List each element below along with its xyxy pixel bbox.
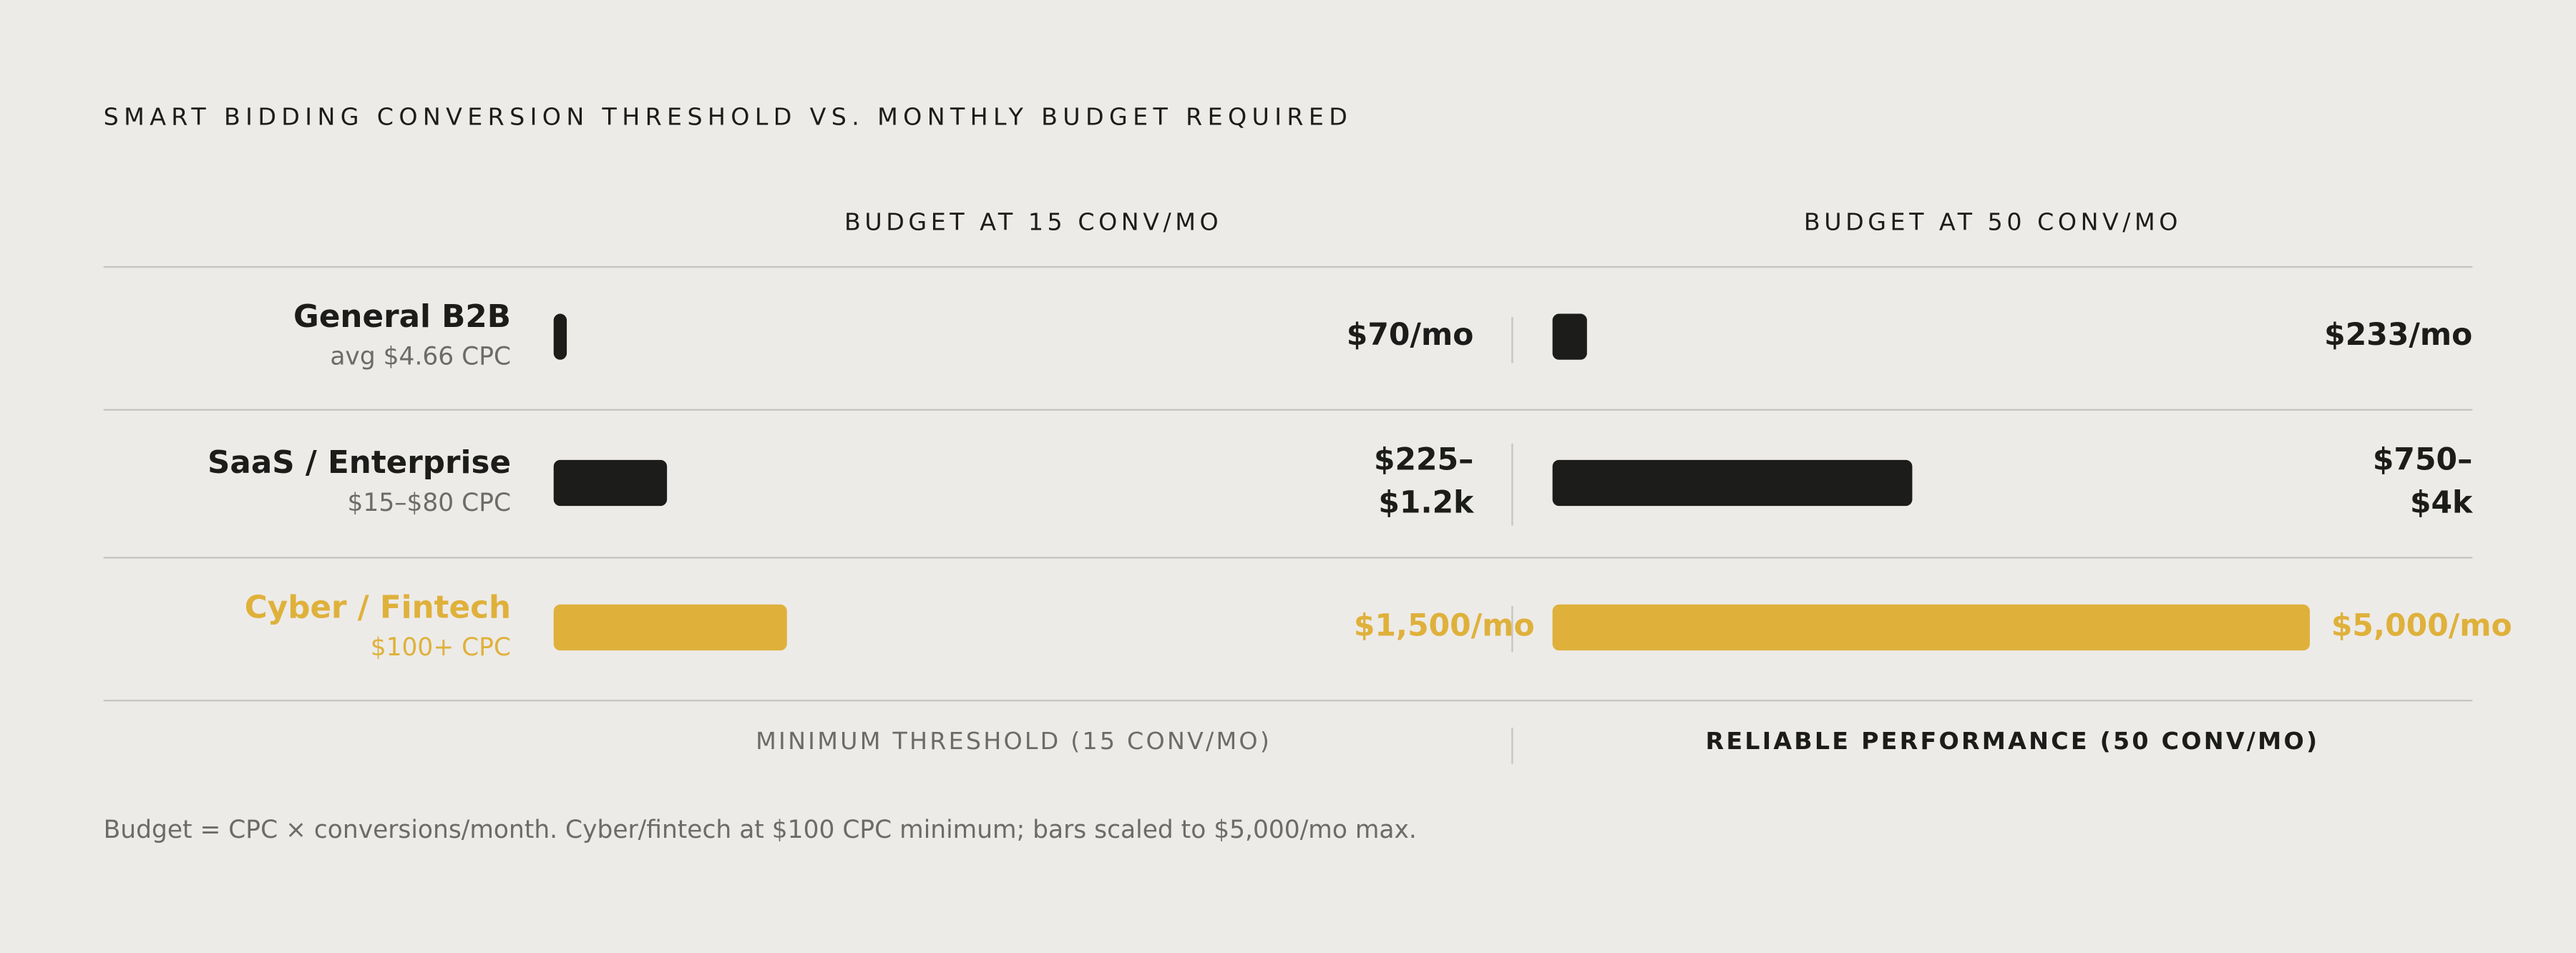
column-header-15: BUDGET AT 15 CONV/MO [844,210,1223,237]
row-divider [103,409,2473,411]
row-label: Cyber / Fintech $100+ CPC [245,588,511,667]
footer-label-reliable: RELIABLE PERFORMANCE (50 CONV/MO) [1705,729,2320,756]
bar-50 [1552,313,1588,360]
row-subtitle: $100+ CPC [370,632,512,663]
column-header-50: BUDGET AT 50 CONV/MO [1803,210,2182,237]
footer-label-minimum: MINIMUM THRESHOLD (15 CONV/MO) [756,729,1272,756]
bar-15 [553,459,667,507]
value-label-50: $233/mo [2324,318,2473,353]
bar-50 [1552,459,1913,507]
row-label: General B2B avg $4.66 CPC [293,298,511,376]
table-bottom-rule [103,700,2473,702]
value-label-50: $750– $4k [2372,443,2473,521]
row-name: General B2B [293,298,512,336]
value-label-15: $1,500/mo [1353,609,1535,644]
column-separator [1511,606,1513,653]
row-subtitle: $15–$80 CPC [347,487,512,518]
value-label-50: $5,000/mo [2331,609,2512,644]
row-name: SaaS / Enterprise [207,445,512,482]
column-separator [1511,317,1513,363]
chart-title: SMART BIDDING CONVERSION THRESHOLD VS. M… [103,104,1353,132]
header-rule [103,265,2473,268]
column-separator [1511,443,1513,526]
footnote: Budget = CPC × conversions/month. Cyber/… [103,814,1417,845]
bar-15 [553,604,788,651]
row-label: SaaS / Enterprise $15–$80 CPC [208,444,511,522]
bar-50 [1552,604,2311,651]
value-label-15: $225– $1.2k [1373,443,1474,521]
value-label-15: $70/mo [1346,318,1474,353]
row-divider [103,557,2473,559]
row-subtitle: avg $4.66 CPC [330,341,512,371]
row-name: Cyber / Fintech [244,590,512,626]
bar-15 [553,313,567,360]
column-separator [1511,728,1513,764]
